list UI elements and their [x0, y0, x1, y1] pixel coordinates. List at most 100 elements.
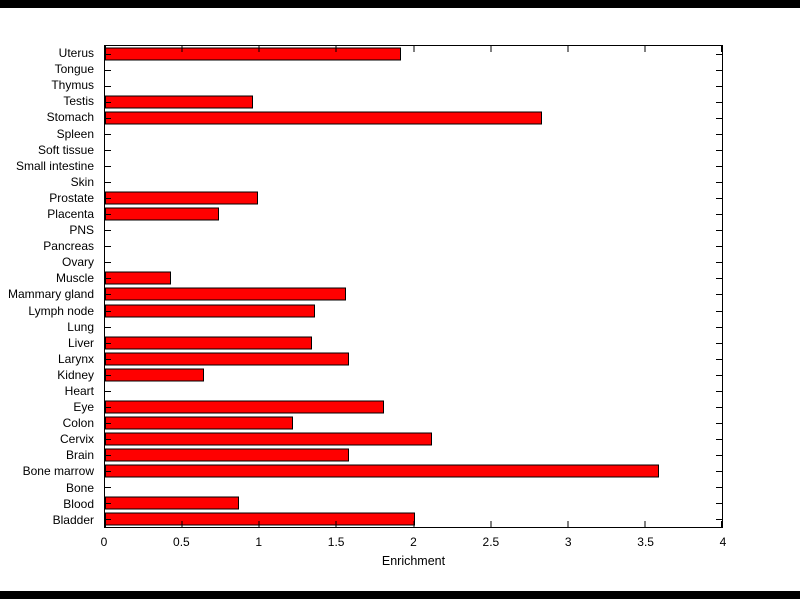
bar-row-brain [105, 447, 722, 463]
bar-row-mammary-gland [105, 286, 722, 302]
y-tick-right [716, 486, 722, 488]
y-tick-left [105, 70, 111, 72]
x-tick-label: 2 [410, 535, 417, 549]
y-axis-label-muscle: Muscle [55, 271, 94, 286]
y-axis-label-thymus: Thymus [51, 78, 94, 93]
y-tick-left [105, 54, 111, 56]
bar-row-spleen [105, 126, 722, 142]
y-tick-left [105, 358, 111, 360]
bar-row-bone-marrow [105, 463, 722, 479]
y-tick-left [105, 486, 111, 488]
y-tick-right [716, 422, 722, 424]
y-tick-left [105, 390, 111, 392]
bar-liver [105, 336, 312, 350]
y-tick-right [716, 470, 722, 472]
x-tick-bottom [105, 521, 106, 527]
y-tick-left [105, 262, 111, 264]
bar-row-colon [105, 415, 722, 431]
y-tick-right [716, 214, 722, 216]
window-chrome-bottom-strip [0, 591, 800, 599]
bar-row-pns [105, 222, 722, 238]
x-tick-label: 0 [100, 535, 108, 549]
y-tick-right [716, 326, 722, 328]
bar-row-bone [105, 479, 722, 495]
y-tick-right [716, 102, 722, 104]
y-axis-label-eye: Eye [73, 400, 94, 415]
y-tick-right [716, 262, 722, 264]
bar-row-larynx [105, 351, 722, 367]
bars-layer [105, 46, 722, 527]
bar-brain [105, 448, 349, 462]
bar-eye [105, 400, 385, 414]
bar-muscle [105, 271, 172, 285]
y-tick-right [716, 374, 722, 376]
y-axis-label-lung: Lung [67, 319, 94, 334]
y-tick-right [716, 86, 722, 88]
y-tick-right [716, 438, 722, 440]
x-tick-top [721, 46, 722, 52]
y-tick-right [716, 390, 722, 392]
y-tick-right [716, 278, 722, 280]
y-axis-label-colon: Colon [62, 416, 94, 431]
y-tick-right [716, 134, 722, 136]
x-tick-top [181, 46, 183, 52]
x-axis-title: Enrichment [381, 554, 446, 568]
x-tick-bottom [335, 521, 337, 527]
bar-row-placenta [105, 206, 722, 222]
y-axis-label-bone-marrow: Bone marrow [22, 464, 94, 479]
y-axis-label-bone: Bone [65, 480, 94, 495]
bar-row-ovary [105, 254, 722, 270]
x-tick-label: 3.5 [637, 535, 654, 549]
y-axis-label-testis: Testis [63, 94, 94, 109]
bar-blood [105, 496, 240, 510]
y-tick-left [105, 150, 111, 152]
bar-row-cervix [105, 431, 722, 447]
y-tick-left [105, 134, 111, 136]
bar-row-testis [105, 94, 722, 110]
bar-cervix [105, 432, 432, 446]
y-tick-right [716, 166, 722, 168]
x-tick-top [258, 46, 260, 52]
x-tick-bottom [413, 521, 414, 527]
y-axis-label-small-intestine: Small intestine [15, 158, 94, 173]
y-tick-right [716, 406, 722, 408]
bar-kidney [105, 368, 204, 382]
bar-placenta [105, 207, 220, 221]
y-tick-left [105, 214, 111, 216]
x-tick-label: 3 [564, 535, 572, 549]
y-tick-left [105, 182, 111, 184]
y-axis-label-cervix: Cervix [59, 432, 94, 447]
bar-uterus [105, 47, 402, 61]
y-tick-right [716, 518, 722, 520]
bar-bone-marrow [105, 464, 659, 478]
y-axis-label-bladder: Bladder [52, 512, 94, 527]
y-axis-label-blood: Blood [63, 496, 94, 511]
x-tick-bottom [567, 521, 569, 527]
y-tick-left [105, 470, 111, 472]
y-axis-label-placenta: Placenta [47, 206, 94, 221]
y-axis-label-tongue: Tongue [54, 62, 94, 77]
bar-row-uterus [105, 46, 722, 62]
x-tick-top [644, 46, 646, 52]
y-tick-right [716, 358, 722, 360]
bar-row-kidney [105, 367, 722, 383]
bar-mammary-gland [105, 287, 346, 301]
y-tick-left [105, 454, 111, 456]
x-tick-label: 4 [719, 535, 727, 549]
bar-row-skin [105, 174, 722, 190]
y-tick-right [716, 230, 722, 232]
y-tick-right [716, 150, 722, 152]
y-tick-left [105, 518, 111, 520]
y-axis-label-kidney: Kidney [57, 367, 94, 382]
y-tick-left [105, 438, 111, 440]
y-tick-left [105, 422, 111, 424]
y-axis-label-lymph-node: Lymph node [28, 303, 94, 318]
x-tick-label: 1 [255, 535, 263, 549]
bar-row-thymus [105, 78, 722, 94]
bar-row-liver [105, 335, 722, 351]
y-tick-left [105, 310, 111, 312]
y-tick-right [716, 294, 722, 296]
bar-testis [105, 95, 254, 109]
y-axis-label-liver: Liver [67, 335, 94, 350]
